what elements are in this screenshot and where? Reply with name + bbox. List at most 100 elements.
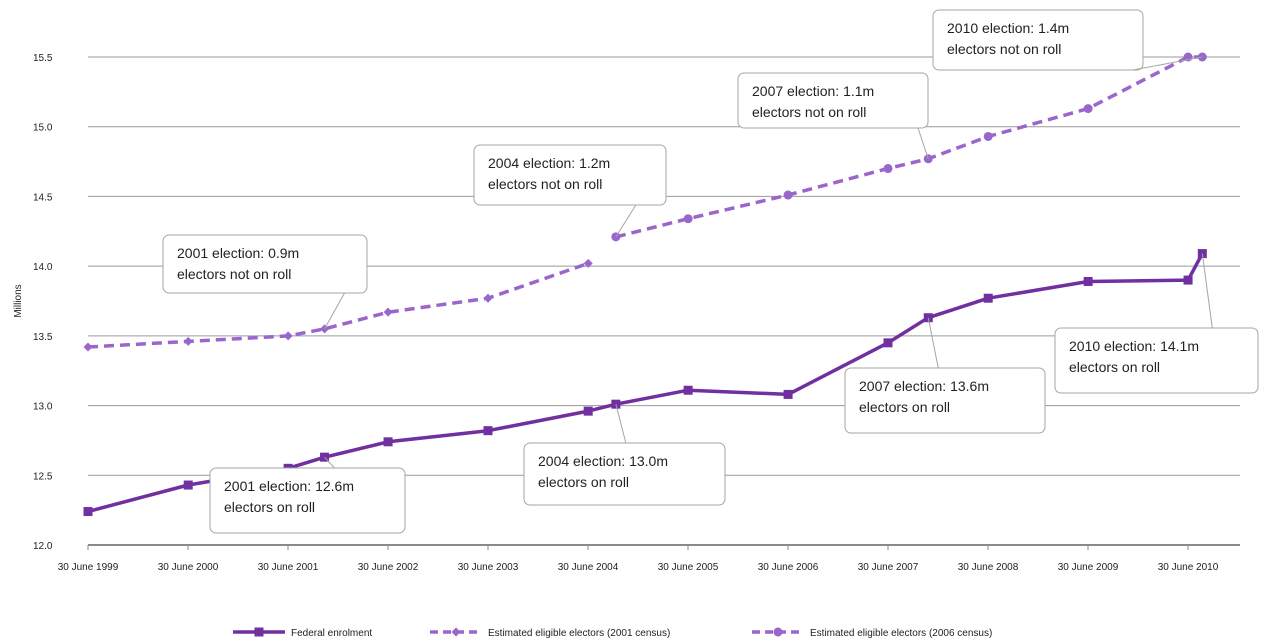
- callout-line-2: electors not on roll: [177, 266, 291, 282]
- callout: 2004 election: 13.0m electors on roll: [523, 404, 726, 506]
- data-point-square: [383, 437, 393, 447]
- y-tick-label: 12.5: [33, 471, 53, 482]
- x-tick-label: 30 June 2003: [458, 562, 519, 573]
- series-3: [611, 52, 1207, 242]
- series-2: [83, 258, 593, 352]
- x-tick-label: 30 June 2005: [658, 562, 719, 573]
- data-point-square: [483, 426, 493, 436]
- callout-line-1: 2007 election: 13.6m: [859, 378, 989, 394]
- callout-pointer: [1201, 253, 1213, 329]
- data-point-circle: [773, 627, 783, 637]
- callout-line-2: electors not on roll: [947, 41, 1061, 57]
- data-point-square: [983, 293, 993, 303]
- callout-line-1: 2004 election: 1.2m: [488, 155, 610, 171]
- data-point-circle: [683, 214, 693, 224]
- series-line: [87, 252, 1204, 514]
- data-point-diamond: [383, 307, 393, 317]
- callout-pointer: [615, 404, 627, 444]
- data-point-square: [783, 389, 793, 399]
- callout-line-2: electors not on roll: [752, 104, 866, 120]
- callout-box: [209, 467, 406, 534]
- data-point-diamond: [283, 331, 293, 341]
- callout-pointer: [615, 204, 637, 238]
- callout: 2007 election: 1.1m electors not on roll: [737, 72, 929, 159]
- y-tick-label: 13.5: [33, 332, 53, 343]
- callout-line-2: electors on roll: [859, 399, 950, 415]
- callout-box: [1054, 327, 1259, 394]
- data-point-square: [1183, 275, 1193, 285]
- data-point-square: [83, 507, 93, 517]
- callout: 2007 election: 13.6m electors on roll: [844, 317, 1046, 434]
- legend-label: Estimated eligible electors (2006 census…: [810, 628, 992, 639]
- x-tick-label: 30 June 2002: [358, 562, 419, 573]
- data-point-square: [183, 480, 193, 490]
- legend-item-3: Estimated eligible electors (2006 census…: [752, 627, 992, 639]
- callout-pointer: [1132, 56, 1203, 71]
- x-tick-label: 30 June 2006: [758, 562, 819, 573]
- x-tick-label: 30 June 2010: [1158, 562, 1219, 573]
- callout-pointer: [324, 292, 345, 330]
- y-axis-label: Millions: [13, 284, 24, 317]
- callout-line-2: electors on roll: [1069, 359, 1160, 375]
- callout-line-1: 2007 election: 1.1m: [752, 83, 874, 99]
- callout-line-2: electors not on roll: [488, 176, 602, 192]
- legend: Federal enrolment Estimated eligible elec…: [233, 627, 992, 639]
- callout-box: [523, 442, 726, 506]
- data-point-diamond: [183, 336, 193, 346]
- y-tick-label: 14.5: [33, 192, 53, 203]
- callout-line-1: 2004 election: 13.0m: [538, 453, 668, 469]
- callout: 2004 election: 1.2m electors not on roll: [473, 144, 667, 238]
- y-tick-label: 15.5: [33, 53, 53, 64]
- x-tick-label: 30 June 2001: [258, 562, 319, 573]
- callout-pointer: [324, 456, 335, 469]
- axis-layer: 12.0 12.5 13.0 13.5 14.0 14.5 15.0 15.5 30 June …: [13, 53, 1240, 573]
- y-tick-label: 14.0: [33, 262, 53, 273]
- legend-item-1: Federal enrolment: [233, 627, 372, 639]
- callout: 2001 election: 0.9m electors not on roll: [162, 234, 368, 330]
- data-point-circle: [1083, 104, 1093, 114]
- data-point-circle: [883, 164, 893, 174]
- callout-line-1: 2001 election: 0.9m: [177, 245, 299, 261]
- callout: 2010 election: 14.1m electors on roll: [1054, 253, 1259, 394]
- legend-item-2: Estimated eligible electors (2001 census…: [430, 627, 670, 639]
- callout-line-1: 2010 election: 14.1m: [1069, 338, 1199, 354]
- data-point-circle: [783, 190, 793, 200]
- data-point-square: [254, 627, 264, 637]
- legend-label: Federal enrolment: [291, 628, 372, 639]
- x-tick-label: 30 June 2004: [558, 562, 619, 573]
- data-point-circle: [983, 131, 993, 141]
- data-point-square: [883, 338, 893, 348]
- data-point-diamond: [583, 258, 593, 268]
- callout-box: [473, 144, 667, 206]
- data-point-diamond: [451, 627, 461, 637]
- callout-box: [162, 234, 368, 294]
- data-point-square: [683, 385, 693, 395]
- callout-box: [737, 72, 929, 129]
- data-point-square: [1083, 276, 1093, 286]
- callout: 2010 election: 1.4m electors not on roll: [932, 9, 1203, 71]
- callout-line-2: electors on roll: [538, 474, 629, 490]
- y-tick-label: 12.0: [33, 541, 53, 552]
- legend-label: Estimated eligible electors (2001 census…: [488, 628, 670, 639]
- x-tick-label: 30 June 1999: [58, 562, 119, 573]
- callout-line-2: electors on roll: [224, 499, 315, 515]
- callout-pointer: [917, 127, 929, 159]
- callout-line-1: 2010 election: 1.4m: [947, 20, 1069, 36]
- x-tick-label: 30 June 2007: [858, 562, 919, 573]
- data-point-square: [583, 406, 593, 416]
- data-point-diamond: [483, 293, 493, 303]
- callout: 2001 election: 12.6m electors on roll: [209, 456, 406, 534]
- x-tick-label: 30 June 2000: [158, 562, 219, 573]
- data-point-diamond: [83, 342, 93, 352]
- callout-line-1: 2001 election: 12.6m: [224, 478, 354, 494]
- callout-box: [844, 367, 1046, 434]
- y-tick-label: 15.0: [33, 123, 53, 134]
- x-tick-label: 30 June 2008: [958, 562, 1019, 573]
- x-tick-label: 30 June 2009: [1058, 562, 1119, 573]
- y-tick-label: 13.0: [33, 402, 53, 413]
- callout-pointer: [927, 317, 939, 369]
- callout-box: [932, 9, 1144, 71]
